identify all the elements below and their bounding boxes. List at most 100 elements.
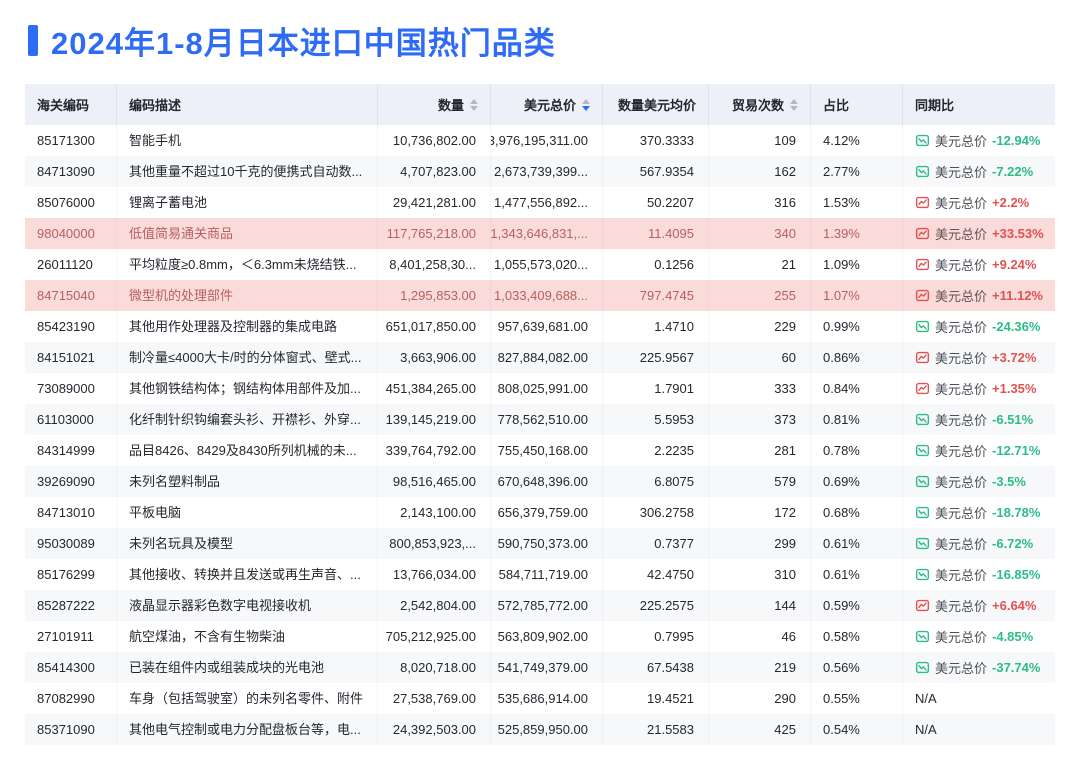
cell-yoy: 美元总价 -12.71% [903, 435, 1055, 466]
cell-description: 其他重量不超过10千克的便携式自动数... [117, 156, 378, 187]
cell-share: 0.99% [811, 311, 903, 342]
yoy-percent-value: -12.94% [992, 133, 1041, 148]
trend-up-chart-icon [915, 598, 930, 613]
trend-up-chart-icon [915, 381, 930, 396]
cell-usd-total: 525,859,950.00 [491, 714, 603, 745]
yoy-indicator: 美元总价 +33.53% [915, 224, 1044, 243]
cell-yoy: 美元总价 +2.2% [903, 187, 1055, 218]
table-row: 84715040 微型机的处理部件 1,295,853.00 1,033,409,68… [25, 280, 1055, 311]
yoy-percent-value: +11.12% [992, 288, 1043, 303]
yoy-metric-label: 美元总价 [935, 444, 988, 459]
column-header-share: 占比 [811, 84, 903, 125]
column-label-yoy: 同期比 [915, 98, 955, 113]
table-row: 26011120 平均粒度≥0.8mm，＜6.3mm未烧结铁... 8,401,25… [25, 249, 1055, 280]
cell-usd-total: 1,033,409,688... [491, 280, 603, 311]
yoy-indicator: 美元总价 -12.94% [915, 131, 1040, 150]
cell-quantity: 117,765,218.00 [378, 218, 491, 249]
page-title: 2024年1-8月日本进口中国热门品类 [51, 26, 556, 61]
column-header-desc: 编码描述 [117, 84, 378, 125]
sort-icon-trades[interactable] [790, 98, 798, 111]
cell-customs-code: 98040000 [25, 218, 117, 249]
table-header: 海关编码 编码描述 数量 美元总价 数量美元均价 贸易次数 占比 同期比 [25, 84, 1055, 125]
cell-description: 未列名塑料制品 [117, 466, 378, 497]
cell-customs-code: 84713010 [25, 497, 117, 528]
trend-up-chart-icon [915, 288, 930, 303]
trend-down-chart-icon [915, 567, 930, 582]
yoy-percent-value: -4.85% [992, 629, 1034, 644]
yoy-metric-label: 美元总价 [935, 351, 988, 366]
sort-asc-icon[interactable] [582, 98, 590, 104]
sort-icon-usd[interactable] [582, 98, 590, 111]
cell-quantity: 4,707,823.00 [378, 156, 491, 187]
cell-usd-total: 563,809,902.00 [491, 621, 603, 652]
cell-quantity: 2,542,804.00 [378, 590, 491, 621]
yoy-not-available: N/A [915, 722, 937, 737]
cell-avg-usd-price: 370.3333 [603, 125, 709, 156]
cell-usd-total: 1,055,573,020... [491, 249, 603, 280]
cell-usd-total: 541,749,379.00 [491, 652, 603, 683]
cell-customs-code: 85287222 [25, 590, 117, 621]
sort-asc-icon[interactable] [790, 98, 798, 104]
cell-quantity: 98,516,465.00 [378, 466, 491, 497]
yoy-percent-value: -24.36% [992, 319, 1041, 334]
yoy-indicator: 美元总价 +3.72% [915, 348, 1036, 367]
table-row: 27101911 航空煤油，不含有生物柴油 705,212,925.00 563,80… [25, 621, 1055, 652]
column-header-qty[interactable]: 数量 [378, 84, 491, 125]
cell-yoy: 美元总价 -6.72% [903, 528, 1055, 559]
cell-quantity: 339,764,792.00 [378, 435, 491, 466]
cell-yoy: 美元总价 -12.94% [903, 125, 1055, 156]
sort-desc-icon[interactable] [582, 105, 590, 111]
trend-down-chart-icon [915, 319, 930, 334]
cell-trade-count: 46 [709, 621, 811, 652]
sort-desc-icon[interactable] [470, 105, 478, 111]
table-row: 84151021 制冷量≤4000大卡/时的分体窗式、壁式... 3,663,906… [25, 342, 1055, 373]
yoy-indicator: 美元总价 +9.24% [915, 255, 1036, 274]
table-row: 95030089 未列名玩具及模型 800,853,923,... 590,750,3… [25, 528, 1055, 559]
table-row: 84713090 其他重量不超过10千克的便携式自动数... 4,707,823.0… [25, 156, 1055, 187]
cell-avg-usd-price: 0.7995 [603, 621, 709, 652]
cell-avg-usd-price: 567.9354 [603, 156, 709, 187]
cell-avg-usd-price: 225.9567 [603, 342, 709, 373]
column-label-usd: 美元总价 [523, 98, 576, 113]
table-row: 98040000 低值简易通关商品 117,765,218.00 1,343,646,… [25, 218, 1055, 249]
yoy-metric-label: 美元总价 [935, 599, 988, 614]
cell-yoy: 美元总价 -7.22% [903, 156, 1055, 187]
cell-trade-count: 333 [709, 373, 811, 404]
yoy-metric-label: 美元总价 [935, 475, 988, 490]
cell-avg-usd-price: 0.7377 [603, 528, 709, 559]
cell-usd-total: 535,686,914.00 [491, 683, 603, 714]
sort-icon-qty[interactable] [470, 98, 478, 111]
yoy-indicator: 美元总价 +1.35% [915, 379, 1036, 398]
table-row: 85176299 其他接收、转换并且发送或再生声音、... 13,766,034.0… [25, 559, 1055, 590]
yoy-metric-label: 美元总价 [935, 165, 988, 180]
table-row: 85371090 其他电气控制或电力分配盘板台等，电... 24,392,503.0… [25, 714, 1055, 745]
yoy-percent-value: +2.2% [992, 195, 1030, 210]
yoy-percent-value: +33.53% [992, 226, 1044, 241]
table-body: 85171300 智能手机 10,736,802.00 3,976,195,311.0… [25, 125, 1055, 745]
cell-description: 其他电气控制或电力分配盘板台等，电... [117, 714, 378, 745]
cell-description: 微型机的处理部件 [117, 280, 378, 311]
cell-share: 2.77% [811, 156, 903, 187]
yoy-indicator: 美元总价 +11.12% [915, 286, 1043, 305]
cell-avg-usd-price: 797.4745 [603, 280, 709, 311]
column-header-usd[interactable]: 美元总价 [491, 84, 603, 125]
sort-desc-icon[interactable] [790, 105, 798, 111]
sort-asc-icon[interactable] [470, 98, 478, 104]
cell-yoy: N/A [903, 683, 1055, 714]
yoy-metric-label: 美元总价 [935, 289, 988, 304]
cell-customs-code: 85076000 [25, 187, 117, 218]
table-row: 61103000 化纤制针织钩编套头衫、开襟衫、外穿... 139,145,219.… [25, 404, 1055, 435]
cell-avg-usd-price: 67.5438 [603, 652, 709, 683]
column-header-trades[interactable]: 贸易次数 [709, 84, 811, 125]
column-label-code: 海关编码 [37, 98, 90, 113]
column-label-desc: 编码描述 [129, 98, 182, 113]
trend-down-chart-icon [915, 443, 930, 458]
table-row: 73089000 其他钢铁结构体；钢结构体用部件及加... 451,384,265.… [25, 373, 1055, 404]
cell-description: 品目8426、8429及8430所列机械的未... [117, 435, 378, 466]
cell-trade-count: 162 [709, 156, 811, 187]
cell-usd-total: 590,750,373.00 [491, 528, 603, 559]
cell-description: 已装在组件内或组装成块的光电池 [117, 652, 378, 683]
trend-up-chart-icon [915, 350, 930, 365]
cell-quantity: 451,384,265.00 [378, 373, 491, 404]
yoy-metric-label: 美元总价 [935, 227, 988, 242]
